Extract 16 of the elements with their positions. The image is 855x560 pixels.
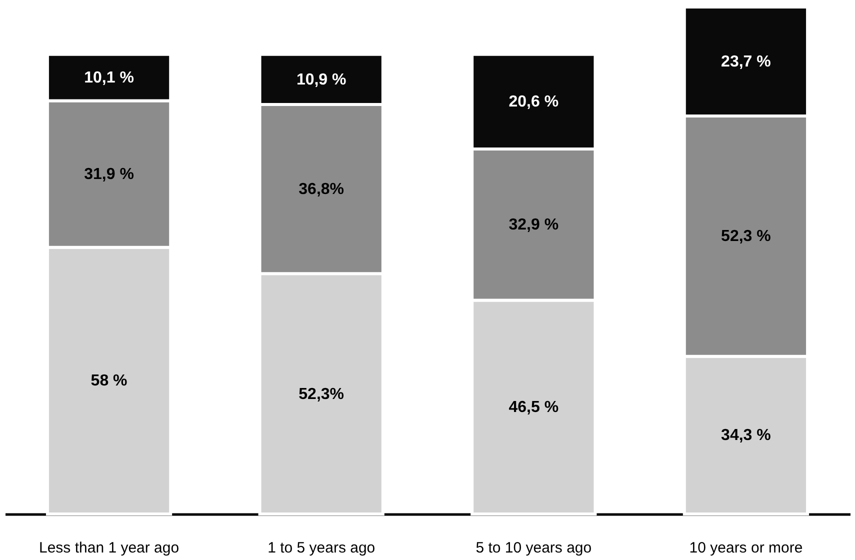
data-label: 58 % [90,372,128,390]
data-label: 23,7 % [721,53,771,70]
x-tick-label: 5 to 10 years ago [476,540,592,556]
data-label: 52,3% [298,386,344,403]
data-label: 46,5 % [508,399,559,416]
data-label: 32,9 % [508,216,559,234]
data-label: 34,3 % [721,427,771,444]
x-tick-label: 1 to 5 years ago [268,540,376,556]
x-tick-label: Less than 1 year ago [38,540,180,556]
data-label: 31,9 % [84,166,134,184]
data-label: 10,1 % [84,70,134,87]
data-label: 20,6 % [508,94,559,111]
data-label: 52,3 % [721,228,771,246]
data-label: 10,9 % [296,71,346,88]
data-label: 36,8% [298,181,344,198]
x-tick-label: 10 years or more [689,540,803,556]
